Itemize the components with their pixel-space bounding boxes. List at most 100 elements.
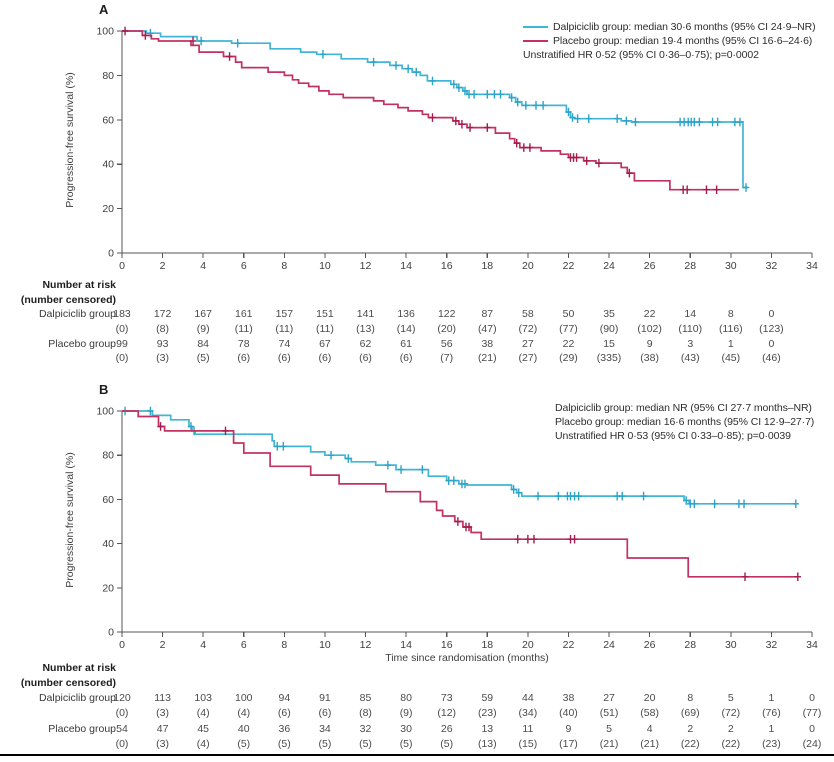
risk-censored-count: (13) [477, 738, 497, 750]
risk-count: 183 [113, 308, 131, 320]
risk-count: 27 [522, 338, 534, 350]
risk-count: 3 [687, 338, 694, 350]
risk-censored-count: (8) [359, 707, 372, 719]
x-tick-label: 16 [441, 639, 453, 651]
risk-count: 36 [278, 723, 291, 735]
risk-row-label: Dalpiciclib group [38, 308, 116, 320]
risk-count: 0 [768, 308, 775, 320]
x-tick-label: 12 [360, 639, 372, 651]
risk-censored-count: (6) [359, 352, 372, 364]
risk-censored-count: (5) [399, 738, 413, 750]
risk-count: 141 [356, 308, 375, 320]
risk-censored-count: (9) [196, 323, 210, 335]
risk-count: 78 [237, 338, 250, 350]
risk-count: 45 [197, 723, 210, 735]
risk-censored-count: (0) [115, 707, 129, 719]
risk-censored-count: (23) [477, 707, 497, 719]
risk-censored-count: (51) [599, 707, 619, 719]
risk-censored-count: (58) [640, 707, 659, 719]
x-tick-label: 22 [563, 260, 575, 272]
risk-censored-count: (22) [721, 738, 741, 750]
panel-a-y-axis-title: Progression-free survival (%) [64, 72, 76, 208]
risk-censored-count: (45) [721, 352, 741, 364]
x-tick-label: 0 [119, 260, 125, 272]
risk-censored-count: (102) [637, 323, 662, 335]
risk-censored-count: (27) [518, 352, 538, 364]
x-tick-label: 12 [360, 260, 372, 272]
risk-count: 91 [319, 692, 331, 704]
risk-count: 84 [197, 338, 210, 350]
risk-censored-count: (6) [318, 352, 332, 364]
panel-a-plot: 0 2 4 6 8 10 12 14 16 18 20 22 24 26 28 30 32 34020406080… [96, 26, 818, 273]
km-curve-dalpiciclib [122, 30, 749, 189]
risk-censored-count: (123) [759, 323, 784, 335]
risk-censored-count: (335) [596, 352, 622, 364]
risk-censored-count: (40) [559, 707, 578, 719]
risk-censored-count: (11) [275, 323, 294, 335]
risk-count: 74 [278, 338, 291, 350]
risk-censored-count: (13) [356, 323, 375, 335]
x-tick-label: 16 [441, 260, 453, 272]
risk-count: 122 [437, 308, 456, 320]
risk-count: 38 [481, 338, 494, 350]
risk-count: 44 [522, 692, 534, 704]
risk-count: 113 [154, 692, 171, 704]
x-tick-label: 2 [160, 260, 166, 272]
y-tick-label: 20 [102, 582, 114, 594]
risk-count: 30 [400, 723, 412, 735]
risk-count: 8 [727, 308, 734, 320]
risk-count: 2 [687, 723, 694, 735]
panel-b-label: B [99, 382, 109, 397]
risk-count: 157 [275, 308, 294, 320]
risk-censored-count: (6) [277, 707, 291, 719]
x-axis-title: Time since randomisation (months) [385, 652, 549, 664]
figure-bottom-rule [0, 754, 834, 756]
panel-a-label: A [99, 2, 109, 17]
risk-censored-count: (5) [440, 738, 454, 750]
x-tick-label: 6 [241, 639, 247, 651]
risk-count: 27 [603, 692, 615, 704]
y-tick-label: 80 [102, 70, 114, 82]
risk-count: 167 [194, 308, 212, 320]
risk-censored-count: (6) [237, 352, 251, 364]
legend-item-hr: Unstratified HR 0·53 (95% CI 0·33–0·85);… [555, 429, 814, 443]
risk-count: 34 [319, 723, 331, 735]
risk-count: 0 [768, 338, 775, 350]
risk-censored-count: (6) [399, 352, 413, 364]
x-tick-label: 32 [766, 639, 778, 651]
risk-censored-count: (15) [518, 738, 538, 750]
risk-count: 1 [727, 338, 734, 350]
y-tick-label: 40 [102, 159, 114, 171]
x-tick-label: 30 [725, 260, 737, 272]
risk-count: 56 [440, 338, 453, 350]
risk-censored-count: (5) [196, 352, 210, 364]
y-tick-label: 20 [102, 203, 114, 215]
y-tick-label: 0 [108, 627, 114, 639]
risk-censored-count: (21) [477, 352, 497, 364]
risk-count: 4 [646, 723, 653, 735]
x-tick-label: 14 [400, 260, 412, 272]
risk-censored-count: (8) [156, 323, 169, 335]
risk-censored-count: (0) [115, 738, 129, 750]
y-tick-label: 100 [96, 26, 114, 38]
risk-censored-count: (38) [640, 352, 659, 364]
risk-censored-count: (4) [196, 738, 210, 750]
risk-row-label: Dalpiciclib group [38, 692, 116, 704]
y-tick-label: 100 [96, 406, 114, 418]
risk-censored-count: (11) [315, 323, 334, 335]
risk-table-subtitle: (number censored) [20, 294, 116, 306]
risk-censored-count: (0) [115, 323, 129, 335]
risk-count: 151 [316, 308, 334, 320]
risk-censored-count: (22) [680, 738, 700, 750]
y-tick-label: 40 [102, 538, 114, 550]
panel-a-legend: Dalpiciclib group: median 30·6 months (9… [523, 20, 816, 62]
risk-count: 9 [646, 338, 653, 350]
risk-count: 136 [397, 308, 415, 320]
placebo-line-swatch [523, 40, 548, 42]
risk-count: 47 [156, 723, 169, 735]
risk-count: 54 [116, 723, 128, 735]
panel-b-plot: 0 2 4 6 8 10 12 14 16 18 20 22 24 26 28 30 32 34020406080… [96, 406, 818, 652]
x-tick-label: 24 [603, 639, 615, 651]
risk-censored-count: (29) [559, 352, 578, 364]
x-tick-label: 4 [200, 639, 206, 651]
